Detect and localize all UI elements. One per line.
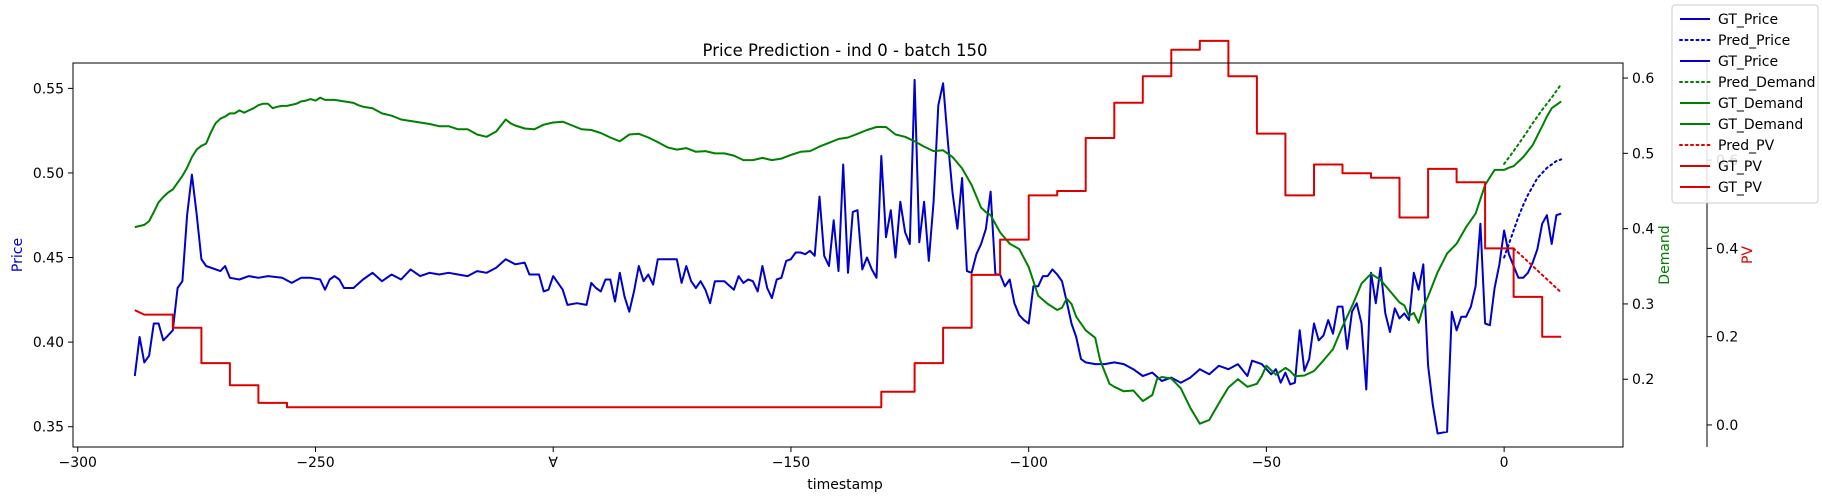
legend-entry-label: Pred_PV	[1718, 138, 1775, 154]
legend-entry-label: GT_PV	[1718, 159, 1762, 175]
chart-title: Price Prediction - ind 0 - batch 150	[703, 41, 988, 60]
x-tick-label: −300	[59, 455, 97, 471]
price-axis-label: Price	[10, 238, 26, 272]
demand-tick-label: 0.4	[1632, 222, 1654, 238]
series-line-pred-price-1	[1503, 158, 1563, 259]
demand-tick-label: 0.3	[1632, 297, 1654, 313]
x-axis-label: timestamp	[807, 477, 883, 493]
pv-tick-label: 0.4	[1716, 241, 1738, 257]
series-line-gt-pv-4	[134, 39, 1562, 409]
price-tick-label: 0.35	[33, 420, 64, 436]
demand-tick-label: 0.2	[1632, 372, 1654, 388]
x-tick-label: −100	[1009, 455, 1047, 471]
legend-entry-label: Pred_Demand	[1718, 75, 1816, 91]
legend-entry-label: Pred_Price	[1718, 33, 1790, 49]
price-tick-label: 0.55	[33, 81, 64, 97]
demand-axis-ticks: 0.2 0.3 0.4 0.5 0.6	[1623, 71, 1654, 388]
legend-entry-label: GT_Demand	[1718, 96, 1803, 112]
series-line-gt-demand-2	[134, 96, 1562, 425]
demand-tick-label: 0.6	[1632, 71, 1654, 87]
price-tick-label: 0.40	[33, 335, 64, 351]
plot-series	[133, 39, 1563, 435]
pv-tick-label: 0.2	[1716, 330, 1738, 346]
legend-box	[1671, 4, 1819, 204]
series-line-pred-demand-3	[1503, 83, 1563, 165]
x-tick-label: −250	[296, 455, 334, 471]
pv-tick-label: 0.0	[1716, 418, 1738, 434]
pv-axis-label: PV	[1740, 246, 1756, 264]
plot-frame	[72, 62, 1624, 448]
x-tick-label: −50	[1252, 455, 1282, 471]
series-line-gt-price-0	[133, 78, 1562, 435]
legend-entry-label: GT_Price	[1718, 54, 1778, 70]
x-tick-label: −150	[772, 455, 810, 471]
x-axis-ticks: −300 −250 ∀ −150 −100 −50 0	[59, 447, 1509, 471]
x-tick-label: ∀	[548, 455, 558, 471]
price-tick-label: 0.50	[33, 166, 64, 182]
legend-entry-label: GT_Price	[1718, 12, 1778, 28]
legend-entry-label: GT_Demand	[1718, 117, 1803, 133]
legend-entry-label: GT_PV	[1718, 180, 1762, 196]
x-tick-label: 0	[1500, 455, 1509, 471]
demand-tick-label: 0.5	[1632, 146, 1654, 162]
series-line-pred-pv-5	[1512, 247, 1563, 294]
price-axis-ticks: 0.35 0.40 0.45 0.50 0.55	[33, 81, 73, 436]
price-tick-label: 0.45	[33, 251, 64, 267]
legend: GT_Price Pred_Price GT_Price Pred_Demand GT_…	[1671, 4, 1819, 204]
demand-axis-label: Demand	[1657, 225, 1673, 284]
